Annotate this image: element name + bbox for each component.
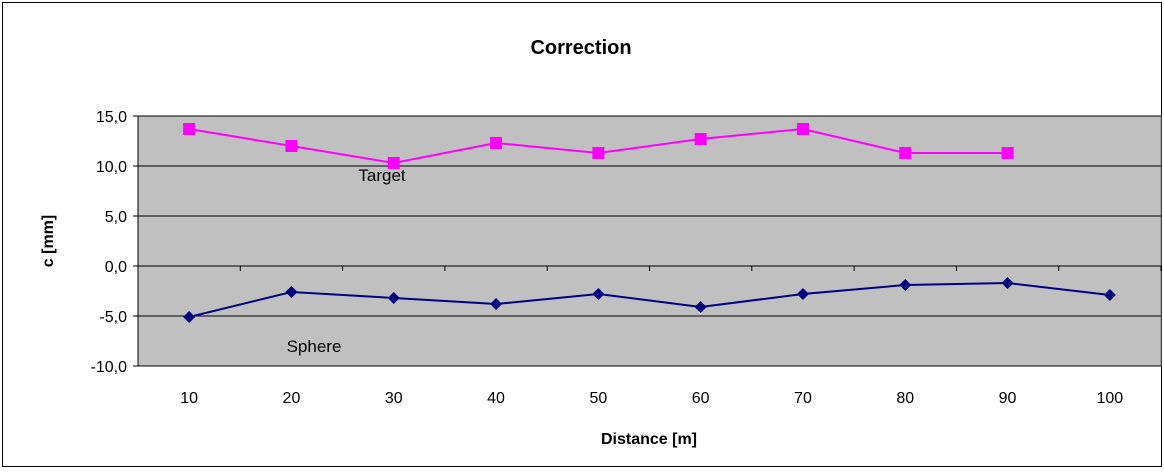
plot-area [137, 115, 1162, 367]
x-tick-label: 40 [487, 390, 505, 407]
data-point-sphere [183, 311, 196, 323]
data-point-sphere [285, 286, 298, 298]
x-tick-label: 90 [999, 390, 1017, 407]
data-point-sphere [1001, 277, 1014, 289]
data-point-sphere [694, 301, 707, 313]
x-tick-label: 50 [589, 390, 607, 407]
series-label-target: Target [358, 166, 406, 185]
axes [137, 116, 1162, 366]
data-point-target [694, 133, 707, 145]
y-axis-ticks: 15,0 10,0 5,0 0,0 -5,0 -10,0 [91, 109, 138, 376]
data-point-sphere [1103, 289, 1116, 301]
series-label-sphere: Sphere [287, 337, 342, 356]
x-axis-ticks: 10 20 30 40 50 60 70 80 90 100 [180, 390, 1123, 407]
data-point-target [899, 147, 912, 159]
y-tick-label: 10,0 [96, 159, 127, 176]
chart-title: Correction [530, 37, 631, 59]
data-point-target [592, 147, 605, 159]
series-labels: Target Sphere [287, 166, 406, 356]
series-layer [183, 123, 1116, 323]
y-tick-label: -10,0 [91, 359, 128, 376]
data-point-target [490, 137, 503, 149]
y-tick-label: 0,0 [105, 259, 127, 276]
data-point-target [285, 140, 298, 152]
data-point-sphere [796, 288, 809, 300]
data-point-target [1001, 147, 1014, 159]
data-point-target [183, 123, 196, 135]
x-tick-label: 30 [385, 390, 403, 407]
y-tick-label: -5,0 [99, 309, 127, 326]
data-point-target [387, 157, 400, 169]
x-tick-label: 80 [896, 390, 914, 407]
data-point-sphere [387, 292, 400, 304]
x-tick-label: 10 [180, 390, 198, 407]
y-tick-label: 15,0 [96, 109, 127, 126]
y-tick-label: 5,0 [105, 209, 127, 226]
x-tick-label: 100 [1096, 390, 1123, 407]
data-point-target [796, 123, 809, 135]
data-point-sphere [899, 279, 912, 291]
y-axis-label: c [mm] [40, 215, 57, 267]
x-tick-label: 60 [692, 390, 710, 407]
x-tick-label: 70 [794, 390, 812, 407]
data-point-sphere [592, 288, 605, 300]
x-tick-label: 20 [283, 390, 301, 407]
data-point-sphere [490, 298, 503, 310]
x-axis-label: Distance [m] [601, 431, 697, 448]
series-line-sphere [188, 281, 1110, 318]
